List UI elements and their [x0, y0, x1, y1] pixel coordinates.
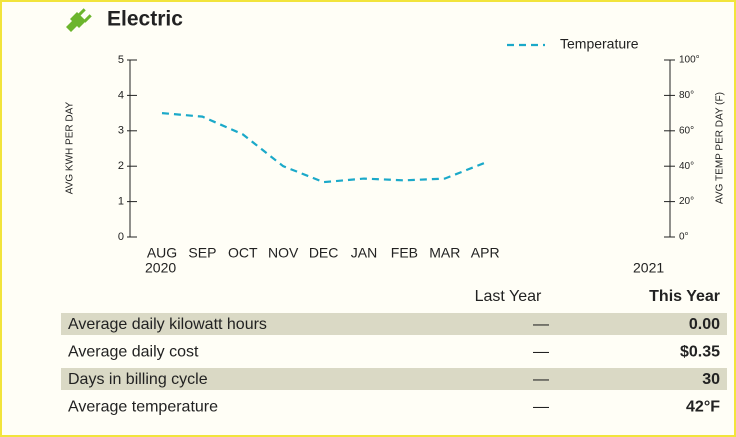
- this-year-value: $0.35: [680, 344, 720, 361]
- x-tick-label: FEB: [391, 245, 418, 261]
- column-header: Last Year: [475, 288, 542, 305]
- y2-tick-label: 40°: [679, 161, 694, 172]
- row-shade: [61, 313, 727, 335]
- row-label: Average daily kilowatt hours: [68, 316, 267, 333]
- y-tick-label: 3: [118, 125, 124, 137]
- last-year-value: —: [533, 344, 549, 361]
- this-year-value: 42°F: [686, 399, 720, 416]
- x-tick-label: OCT: [228, 245, 258, 261]
- section-title: Electric: [107, 8, 183, 31]
- x-tick-label: APR: [471, 245, 500, 261]
- row-label: Average temperature: [68, 399, 218, 416]
- legend-label: Temperature: [560, 36, 639, 52]
- y2-axis-label: AVG TEMP PER DAY (F): [715, 92, 726, 204]
- row-label: Average daily cost: [68, 344, 199, 361]
- last-year-value: —: [533, 399, 549, 416]
- y2-tick-label: 60°: [679, 125, 694, 136]
- this-year-value: 30: [702, 371, 720, 388]
- y2-tick-label: 100°: [679, 55, 700, 66]
- row-shade: [61, 368, 727, 390]
- y-tick-label: 5: [118, 54, 124, 66]
- x-tick-label: MAR: [429, 245, 460, 261]
- x-tick-label: DEC: [309, 245, 339, 261]
- this-year-value: 0.00: [689, 316, 720, 333]
- plug-icon: [66, 8, 92, 32]
- year-label: 2021: [633, 260, 664, 276]
- year-label: 2020: [145, 260, 176, 276]
- y2-tick-label: 80°: [679, 90, 694, 101]
- y-axis-label: AVG KWH PER DAY: [65, 101, 76, 194]
- y2-tick-label: 0°: [679, 232, 689, 243]
- x-tick-label: AUG: [147, 245, 177, 261]
- x-tick-label: SEP: [188, 245, 216, 261]
- x-tick-label: JAN: [351, 245, 377, 261]
- y-tick-label: 2: [118, 160, 124, 172]
- y-tick-label: 0: [118, 231, 124, 243]
- column-header: This Year: [649, 288, 720, 305]
- y-tick-label: 1: [118, 196, 124, 208]
- x-tick-label: NOV: [268, 245, 299, 261]
- last-year-value: —: [533, 371, 549, 388]
- y-tick-label: 4: [118, 89, 124, 101]
- y2-tick-label: 20°: [679, 196, 694, 207]
- row-label: Days in billing cycle: [68, 371, 208, 388]
- last-year-value: —: [533, 316, 549, 333]
